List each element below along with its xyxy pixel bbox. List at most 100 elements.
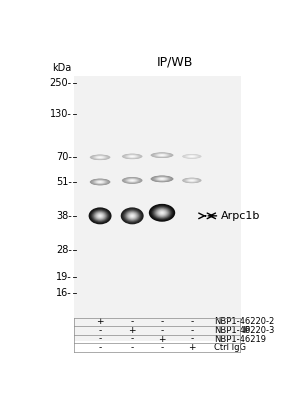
Ellipse shape: [122, 177, 143, 184]
Ellipse shape: [95, 156, 106, 159]
Ellipse shape: [153, 176, 171, 182]
Ellipse shape: [152, 206, 173, 220]
Ellipse shape: [187, 179, 197, 182]
Ellipse shape: [129, 156, 136, 157]
Ellipse shape: [189, 156, 195, 157]
Ellipse shape: [155, 154, 169, 157]
Ellipse shape: [153, 207, 171, 219]
Ellipse shape: [183, 154, 201, 158]
Ellipse shape: [124, 154, 141, 159]
Ellipse shape: [98, 214, 102, 218]
Ellipse shape: [125, 178, 140, 183]
Ellipse shape: [182, 154, 202, 159]
Text: NBP1-46219: NBP1-46219: [214, 334, 266, 344]
Ellipse shape: [123, 154, 142, 159]
Ellipse shape: [92, 179, 108, 185]
Ellipse shape: [99, 215, 101, 216]
Ellipse shape: [189, 156, 194, 157]
Ellipse shape: [151, 176, 173, 182]
Ellipse shape: [157, 209, 167, 216]
Ellipse shape: [150, 204, 174, 221]
Ellipse shape: [91, 179, 109, 185]
Text: NBP1-46220-3: NBP1-46220-3: [214, 326, 274, 335]
Ellipse shape: [157, 178, 167, 180]
Bar: [74, 76, 241, 340]
Ellipse shape: [131, 180, 133, 181]
Text: +: +: [158, 334, 166, 344]
Ellipse shape: [128, 155, 136, 158]
Ellipse shape: [89, 208, 111, 224]
Ellipse shape: [151, 152, 173, 158]
Ellipse shape: [154, 176, 170, 181]
Ellipse shape: [187, 155, 197, 158]
Text: -: -: [131, 334, 134, 344]
Ellipse shape: [128, 179, 136, 182]
Ellipse shape: [152, 206, 172, 219]
Ellipse shape: [127, 155, 138, 158]
Ellipse shape: [99, 157, 102, 158]
Ellipse shape: [151, 152, 173, 158]
Ellipse shape: [98, 157, 102, 158]
Ellipse shape: [188, 156, 196, 157]
Ellipse shape: [130, 180, 134, 181]
Ellipse shape: [156, 154, 168, 157]
Ellipse shape: [97, 214, 103, 218]
Ellipse shape: [126, 211, 138, 220]
Ellipse shape: [96, 181, 104, 183]
Text: 38-: 38-: [56, 211, 72, 221]
Ellipse shape: [190, 156, 194, 157]
Ellipse shape: [98, 181, 102, 183]
Ellipse shape: [189, 180, 194, 181]
Ellipse shape: [160, 178, 164, 179]
Ellipse shape: [96, 212, 105, 219]
Ellipse shape: [92, 210, 109, 222]
Text: +: +: [128, 326, 136, 335]
Ellipse shape: [152, 176, 172, 182]
Ellipse shape: [189, 180, 195, 181]
Ellipse shape: [122, 208, 142, 223]
Ellipse shape: [91, 155, 110, 160]
Text: -: -: [99, 326, 102, 335]
Ellipse shape: [91, 209, 109, 223]
Ellipse shape: [155, 177, 169, 181]
Ellipse shape: [160, 155, 164, 156]
Ellipse shape: [160, 178, 164, 180]
Text: -: -: [160, 343, 164, 352]
Ellipse shape: [93, 180, 108, 184]
Text: 16-: 16-: [56, 288, 72, 298]
Ellipse shape: [127, 212, 138, 220]
Ellipse shape: [127, 179, 137, 182]
Ellipse shape: [191, 180, 193, 181]
Ellipse shape: [155, 153, 170, 157]
Text: +: +: [96, 317, 104, 326]
Ellipse shape: [125, 211, 139, 221]
Ellipse shape: [185, 178, 199, 182]
Ellipse shape: [131, 180, 133, 181]
Ellipse shape: [184, 154, 200, 158]
Ellipse shape: [155, 208, 169, 218]
Ellipse shape: [127, 155, 137, 158]
Ellipse shape: [90, 208, 110, 223]
Ellipse shape: [129, 214, 135, 218]
Ellipse shape: [158, 210, 165, 215]
Ellipse shape: [127, 179, 138, 182]
Ellipse shape: [99, 215, 102, 217]
Ellipse shape: [90, 178, 110, 185]
Ellipse shape: [131, 156, 133, 157]
Text: +: +: [188, 343, 196, 352]
Ellipse shape: [92, 210, 108, 222]
Ellipse shape: [125, 154, 140, 158]
Ellipse shape: [95, 156, 105, 159]
Ellipse shape: [154, 153, 170, 157]
Ellipse shape: [160, 155, 164, 156]
Text: 28-: 28-: [56, 245, 72, 255]
Text: 51-: 51-: [56, 177, 72, 187]
Ellipse shape: [159, 154, 165, 156]
Ellipse shape: [126, 155, 139, 158]
Text: -: -: [190, 317, 194, 326]
Ellipse shape: [125, 154, 139, 158]
Ellipse shape: [92, 155, 108, 160]
Ellipse shape: [96, 213, 104, 219]
Ellipse shape: [151, 205, 173, 220]
Ellipse shape: [188, 179, 196, 182]
